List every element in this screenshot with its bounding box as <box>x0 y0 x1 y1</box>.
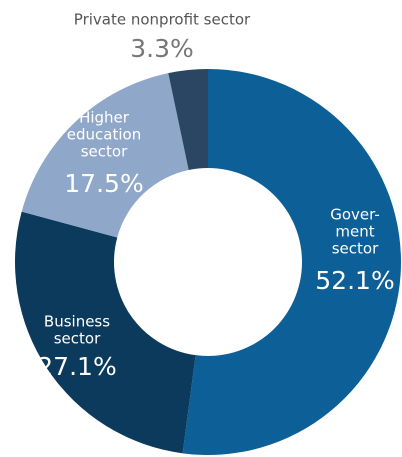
value-label: 27.1% <box>37 352 116 381</box>
segment-label: Private nonprofit sector <box>74 11 251 29</box>
donut-segment <box>168 69 208 171</box>
segment-label: Business <box>44 313 110 331</box>
segment-label: ment <box>335 223 374 241</box>
value-label: 3.3% <box>130 34 194 63</box>
value-label: 52.1% <box>315 266 394 295</box>
segment-label: education <box>67 126 141 144</box>
segment-label: sector <box>81 143 128 161</box>
donut-segment <box>182 69 401 456</box>
segment-label: sector <box>54 330 101 348</box>
value-label: 17.5% <box>64 169 143 198</box>
segment-label: Gover- <box>330 206 380 224</box>
donut-segment <box>14 211 196 454</box>
segment-label: sector <box>332 240 379 258</box>
segment-label: Higher <box>79 109 130 127</box>
donut-segment <box>21 73 189 238</box>
